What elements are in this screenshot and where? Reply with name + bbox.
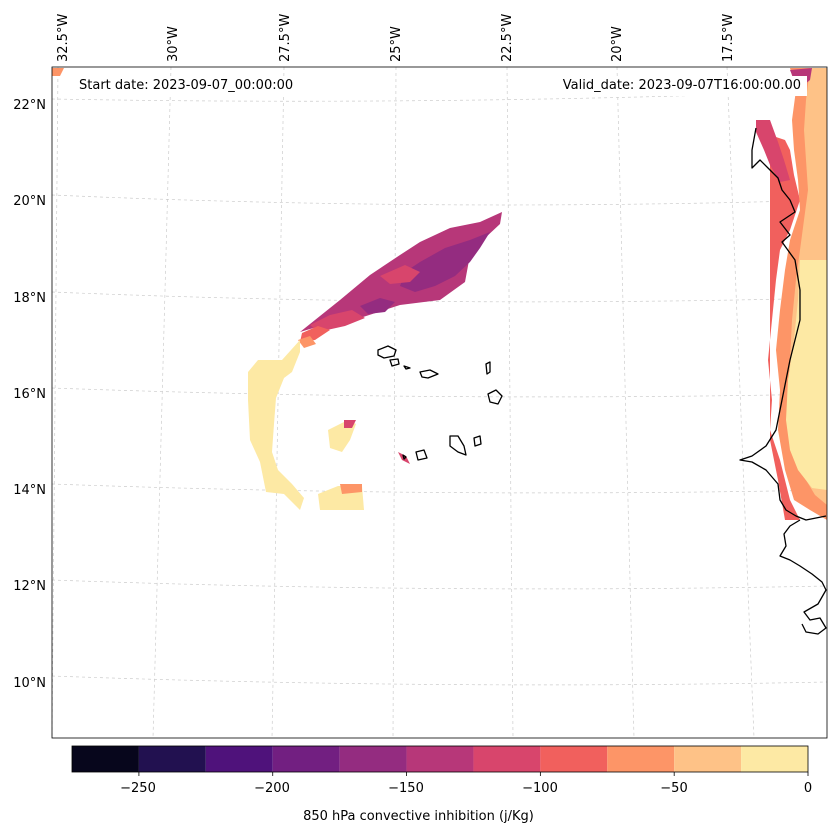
graticule <box>51 66 828 739</box>
lat-label: 16°N <box>13 387 46 402</box>
colorbar-tick-label: −50 <box>660 781 688 796</box>
gridline-lat <box>51 387 828 398</box>
santo-antao-island <box>377 345 397 359</box>
lat-label: 20°N <box>13 194 46 209</box>
lat-label: 10°N <box>13 676 46 691</box>
colorbar-segment <box>473 746 541 772</box>
gridline-lat <box>51 483 828 494</box>
colorbar-tick-label: −100 <box>522 781 558 796</box>
lon-label: 20°W <box>610 26 625 62</box>
lat-label: 18°N <box>13 291 46 306</box>
colorbar <box>71 745 809 776</box>
cin-band-neg50 <box>52 68 64 76</box>
coastlines <box>377 127 827 635</box>
cin-band-neg75 <box>768 135 800 520</box>
sal-island <box>485 361 491 375</box>
lat-label: 22°N <box>13 98 46 113</box>
start-date-label: Start date: 2023-09-07_00:00:00 <box>73 76 300 96</box>
lon-label: 17.5°W <box>721 13 736 62</box>
cin-band-neg50 <box>298 336 316 348</box>
lat-label: 14°N <box>13 483 46 498</box>
valid-date-label: Valid_date: 2023-09-07T16:00:00.00 <box>556 76 807 96</box>
cin-band-neg50 <box>340 484 362 494</box>
colorbar-segment <box>138 746 206 772</box>
gridline-lon <box>392 66 397 739</box>
gridline-lat <box>51 291 828 303</box>
gridline-lon <box>51 66 59 739</box>
colorbar-tick-label: −200 <box>254 781 290 796</box>
brava-island <box>402 454 407 460</box>
gridline-lon <box>616 66 635 739</box>
gridline-lon <box>152 66 172 739</box>
gridline-lat <box>51 579 828 590</box>
colorbar-frame <box>71 745 809 773</box>
colorbar-tick-label: −250 <box>120 781 156 796</box>
sao-nicolau-island <box>419 369 439 379</box>
lon-label: 22.5°W <box>500 13 515 62</box>
colorbar-segment <box>272 746 340 772</box>
santiago-island <box>449 435 467 456</box>
lat-label: 12°N <box>13 579 46 594</box>
maio-island <box>473 435 482 447</box>
lon-label: 25°W <box>389 26 404 62</box>
africa-coastline <box>739 127 827 635</box>
gridline-lon <box>726 66 755 739</box>
lon-label: 32.5°W <box>56 13 71 62</box>
colorbar-segment <box>540 746 608 772</box>
cin-band-0 <box>248 340 304 510</box>
lon-label: 27.5°W <box>278 13 293 62</box>
colorbar-title: 850 hPa convective inhibition (j/Kg) <box>303 809 534 824</box>
colorbar-segment <box>339 746 407 772</box>
cin-band-0 <box>786 260 827 490</box>
gridline-lat <box>51 194 828 206</box>
lon-label: 30°W <box>166 26 181 62</box>
colorbar-tick-label: −150 <box>388 781 424 796</box>
cin-band-neg100 <box>380 265 420 284</box>
gridline-lat <box>51 90 828 102</box>
cin-contours-offshore <box>52 68 502 510</box>
cin-band-neg100 <box>756 120 790 182</box>
colorbar-segment <box>674 746 742 772</box>
cin-band-neg150 <box>360 298 395 314</box>
santa-luzia-island <box>403 365 411 370</box>
colorbar-segment <box>72 746 139 772</box>
colorbar-segment <box>205 746 273 772</box>
boa-vista-island <box>487 389 503 405</box>
map-frame <box>51 66 828 739</box>
colorbar-segment <box>607 746 675 772</box>
gridline-lat <box>51 675 828 686</box>
gridline-lon <box>271 66 285 739</box>
cin-band-neg100 <box>310 310 365 332</box>
cin-contours-coast <box>756 68 827 520</box>
gridline-lon <box>506 66 514 739</box>
sao-vicente-island <box>389 358 400 367</box>
colorbar-segment <box>741 746 808 772</box>
cin-band-neg150 <box>400 232 490 292</box>
colorbar-tick-label: 0 <box>803 781 813 796</box>
colorbar-segment <box>406 746 474 772</box>
fogo-island <box>415 449 428 461</box>
cin-band-neg100 <box>344 420 356 428</box>
